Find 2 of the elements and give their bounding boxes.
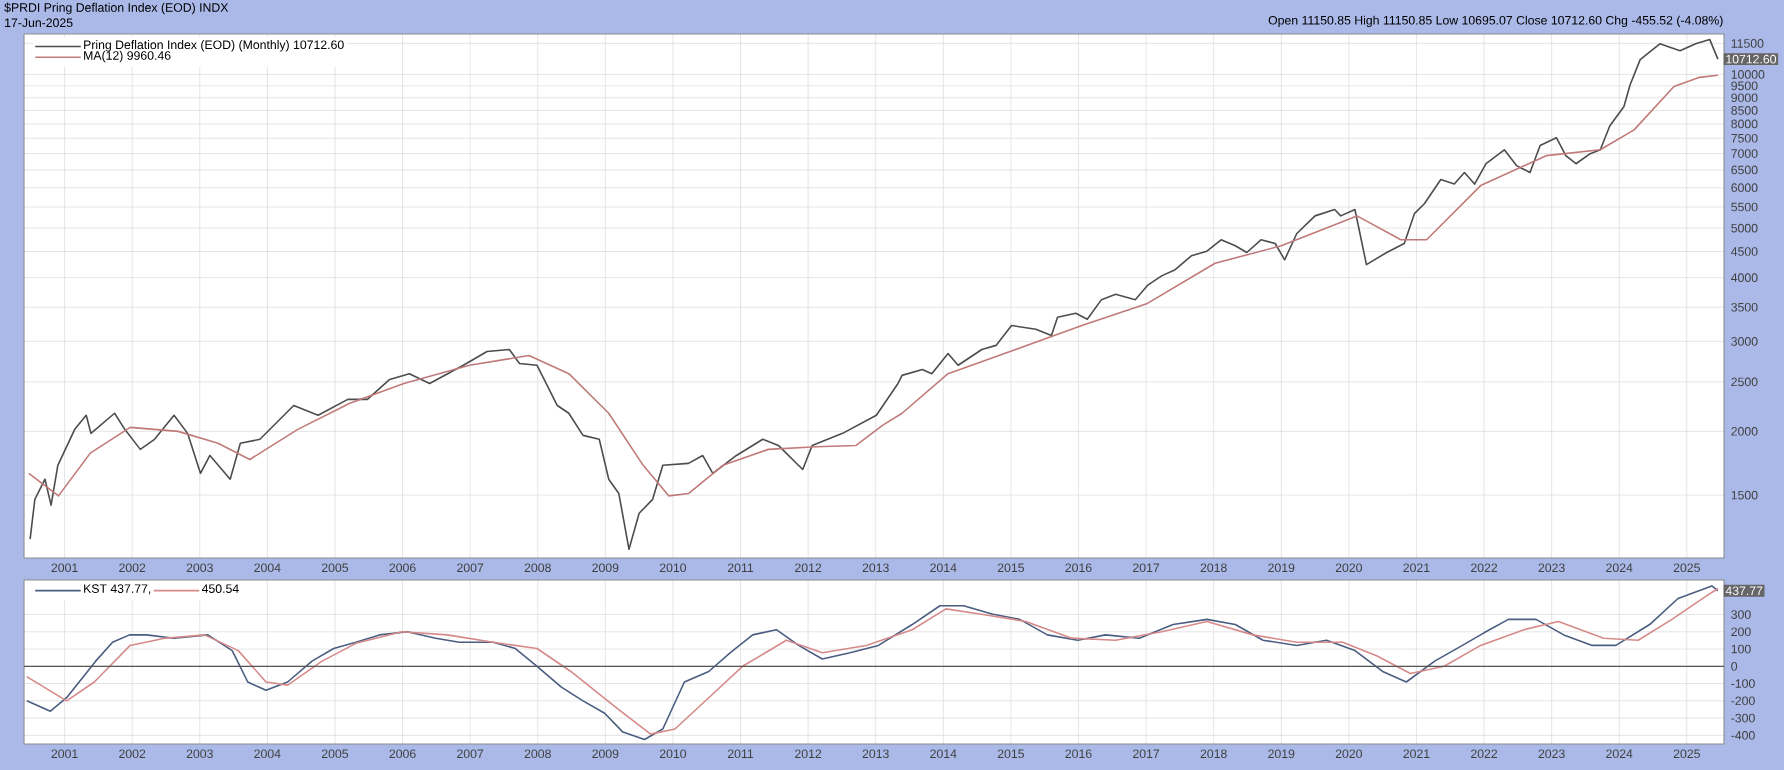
line-series [29, 38, 1719, 551]
line-series [27, 74, 1719, 497]
